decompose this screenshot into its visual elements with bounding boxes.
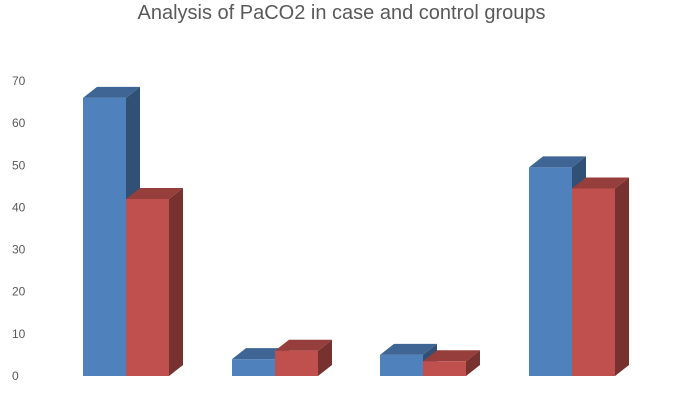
bar-2-3 <box>423 350 480 376</box>
bar-series <box>83 86 629 376</box>
y-tick-label: 60 <box>12 116 26 130</box>
bar-2-4 <box>572 177 629 376</box>
y-tick-label: 20 <box>12 285 26 299</box>
y-tick-label: 70 <box>12 74 26 88</box>
bar-2-1 <box>126 188 183 376</box>
y-tick-label: 30 <box>12 243 26 257</box>
y-axis: 0 10 20 30 40 50 60 70 <box>12 74 26 383</box>
y-tick-label: 0 <box>12 369 19 383</box>
chart-title: Analysis of PaCO2 in case and control gr… <box>137 2 546 24</box>
y-tick-label: 40 <box>12 200 26 214</box>
bar-2-2 <box>275 339 332 376</box>
y-tick-label: 50 <box>12 158 26 172</box>
y-tick-label: 10 <box>12 327 26 341</box>
